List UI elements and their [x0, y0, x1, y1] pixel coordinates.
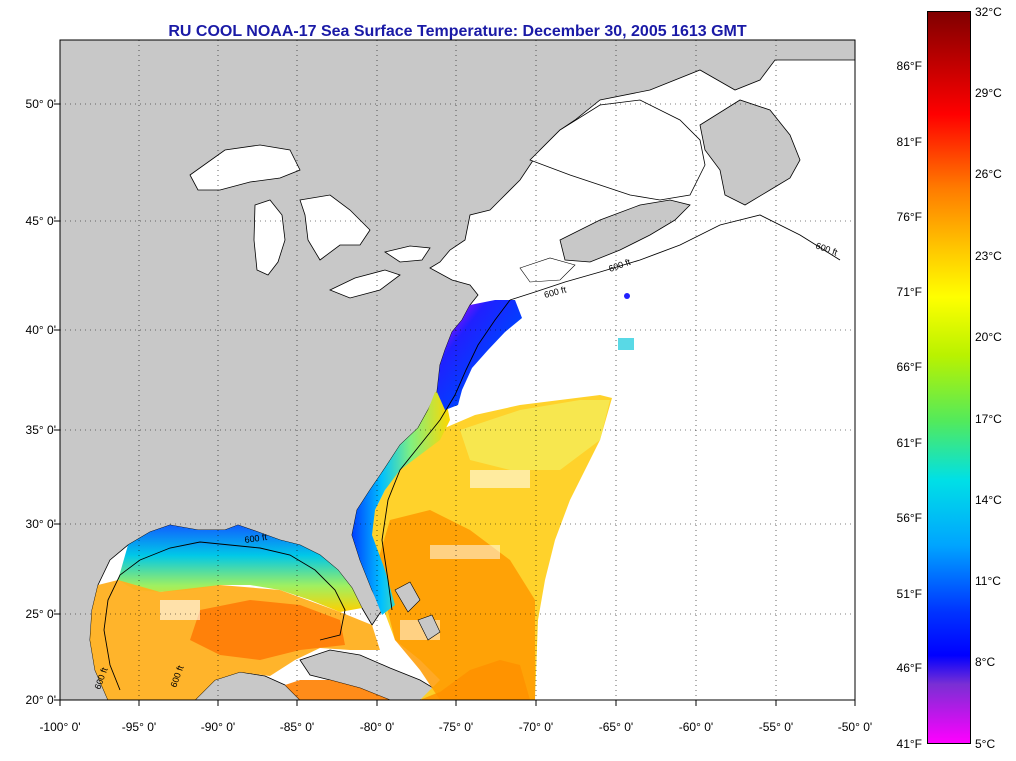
cloud-patch-2 [430, 545, 500, 559]
gridlines [60, 40, 855, 700]
land-newfoundland [699, 99, 801, 206]
colorbar-f-71: 71°F [896, 285, 922, 299]
bay-of-fundy [519, 257, 576, 283]
land-nova-scotia [559, 199, 691, 263]
colorbar-f-66: 66°F [896, 360, 922, 374]
isobath-label-4: 600 ft [244, 532, 268, 545]
map-frame [59, 39, 856, 701]
lat-label-25: 25° 0' [25, 607, 56, 621]
lat-label-30: 30° 0' [25, 517, 56, 531]
isobath-gulf-w [103, 559, 141, 691]
isobath-gulf [139, 541, 346, 641]
lat-label-50: 50° 0' [25, 97, 56, 111]
colorbar-c-29: 29°C [975, 86, 1002, 100]
cloud-patch-1 [470, 470, 530, 488]
lake-michigan [253, 199, 286, 276]
colorbar-f-81: 81°F [896, 135, 922, 149]
colorbar-c-23: 23°C [975, 249, 1002, 263]
colorbar-f-86: 86°F [896, 59, 922, 73]
sst-atlantic-light [460, 400, 610, 470]
lon-label--60: -60° 0' [678, 720, 714, 734]
lon-label--85: -85° 0' [279, 720, 315, 734]
lat-label-40: 40° 0' [25, 323, 56, 337]
colorbar-f-51: 51°F [896, 587, 922, 601]
colorbar-c-26: 26°C [975, 167, 1002, 181]
lon-label--70: -70° 0' [518, 720, 554, 734]
lake-ontario [384, 245, 431, 263]
sst-gulf-core [190, 600, 345, 660]
temperature-colorbar [927, 11, 971, 744]
lake-huron [299, 194, 371, 261]
sst-spot-2 [618, 338, 634, 350]
colorbar-f-56: 56°F [896, 511, 922, 525]
lon-label--90: -90° 0' [200, 720, 236, 734]
colorbar-c-32: 32°C [975, 5, 1002, 19]
bahamas [394, 581, 441, 641]
sst-caribbean-e [420, 660, 530, 700]
sst-caribbean [285, 680, 390, 700]
lat-label-20: 20° 0' [25, 693, 56, 707]
lat-label-35: 35° 0' [25, 423, 56, 437]
colorbar-c-11: 11°C [975, 574, 1001, 588]
cloud-patch-3 [160, 600, 200, 620]
map-title: RU COOL NOAA-17 Sea Surface Temperature:… [168, 23, 747, 40]
axis-ticks [54, 103, 856, 706]
colorbar-c-14: 14°C [975, 493, 1002, 507]
lon-label--55: -55° 0' [758, 720, 794, 734]
lon-label--50: -50° 0' [837, 720, 873, 734]
isobath-atlantic [509, 214, 841, 301]
colorbar-c-5: 5°C [975, 737, 996, 751]
sst-coastal-shelf [352, 392, 450, 615]
colorbar-f-76: 76°F [896, 210, 922, 224]
isobath-se [381, 299, 511, 611]
lon-label--100: -100° 0' [39, 720, 81, 734]
colorbar-c-20: 20°C [975, 330, 1002, 344]
lon-label--95: -95° 0' [121, 720, 157, 734]
lake-erie [329, 269, 401, 299]
lon-label--75: -75° 0' [438, 720, 474, 734]
colorbar-f-46: 46°F [896, 661, 922, 675]
lon-label--65: -65° 0' [598, 720, 634, 734]
colorbar-f-61: 61°F [896, 436, 922, 450]
gulf-of-st-lawrence [529, 99, 706, 201]
sst-spot-1 [624, 293, 630, 299]
colorbar-c-17: 17°C [975, 412, 1002, 426]
sst-midatlantic-cold [437, 300, 522, 410]
lat-label-45: 45° 0' [25, 214, 56, 228]
colorbar-f-41: 41°F [896, 737, 922, 751]
lon-label--80: -80° 0' [359, 720, 395, 734]
lake-superior [189, 144, 301, 191]
colorbar-c-8: 8°C [975, 655, 996, 669]
